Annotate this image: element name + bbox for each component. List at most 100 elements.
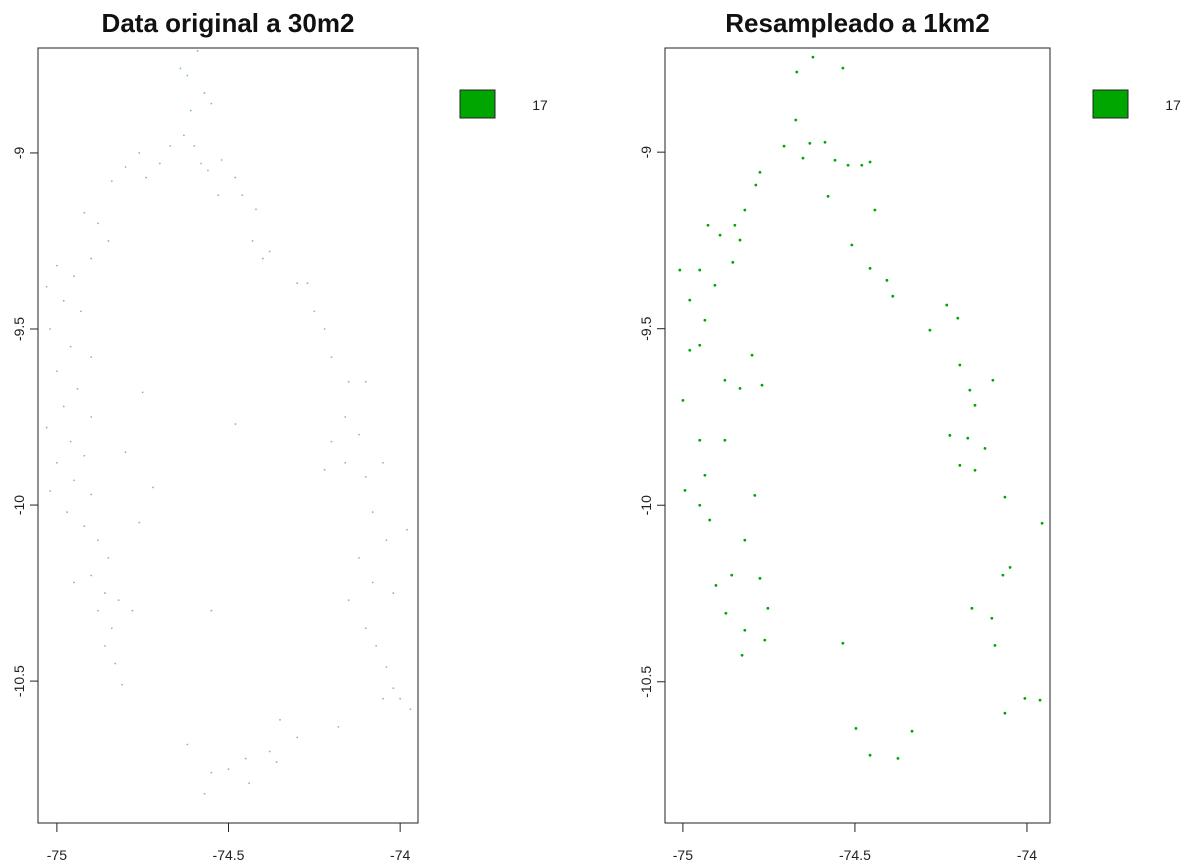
- x-tick-label: -75: [47, 847, 67, 863]
- point: [1003, 711, 1007, 715]
- point: [868, 266, 872, 270]
- point: [945, 303, 949, 307]
- point: [90, 416, 93, 418]
- point: [124, 166, 127, 168]
- point: [90, 574, 93, 577]
- point: [347, 599, 350, 602]
- point: [90, 356, 93, 359]
- point: [186, 743, 189, 746]
- point: [738, 386, 742, 390]
- point: [854, 726, 858, 730]
- point: [83, 454, 86, 457]
- point: [706, 223, 710, 227]
- point: [279, 718, 281, 721]
- point: [275, 761, 278, 763]
- point: [234, 423, 237, 425]
- point: [698, 268, 702, 272]
- point: [382, 697, 384, 700]
- point: [268, 750, 271, 753]
- point: [714, 583, 718, 587]
- point: [392, 687, 395, 690]
- point: [973, 468, 977, 472]
- point: [90, 257, 93, 260]
- point: [990, 616, 994, 620]
- point: [371, 581, 374, 584]
- point: [698, 343, 702, 347]
- point: [217, 194, 220, 197]
- point: [958, 463, 962, 467]
- point: [782, 144, 786, 148]
- point: [808, 141, 812, 145]
- point: [683, 489, 687, 492]
- point: [724, 611, 728, 615]
- point: [928, 328, 932, 332]
- point: [740, 653, 744, 657]
- point: [1008, 565, 1012, 569]
- point: [251, 240, 254, 242]
- point: [261, 257, 264, 260]
- point: [750, 353, 754, 357]
- point: [958, 363, 962, 367]
- point: [718, 233, 722, 237]
- point: [62, 299, 65, 302]
- point: [306, 282, 309, 285]
- point: [244, 757, 247, 760]
- point: [1040, 521, 1044, 525]
- point: [107, 240, 110, 242]
- point: [55, 370, 58, 373]
- point: [358, 433, 360, 436]
- y-tick-label: -10.5: [11, 665, 27, 697]
- point: [703, 318, 707, 322]
- point: [55, 264, 58, 267]
- point: [49, 490, 51, 492]
- point: [385, 666, 388, 668]
- point: [754, 183, 758, 187]
- point: [823, 140, 827, 144]
- point: [141, 391, 144, 394]
- point: [364, 627, 367, 630]
- point: [110, 180, 113, 182]
- point: [731, 260, 735, 264]
- point: [158, 162, 161, 165]
- point: [698, 503, 702, 507]
- point: [323, 328, 326, 330]
- point: [868, 160, 872, 164]
- point: [406, 528, 408, 531]
- point: [891, 294, 895, 298]
- point: [152, 486, 154, 489]
- point: [1003, 495, 1007, 499]
- point: [1023, 696, 1027, 700]
- point: [131, 609, 134, 612]
- point: [371, 511, 374, 513]
- x-tick-label: -74.5: [213, 847, 245, 863]
- point: [738, 238, 742, 242]
- point: [873, 208, 877, 212]
- point: [73, 479, 75, 482]
- point: [833, 158, 837, 162]
- point: [104, 592, 106, 594]
- point: [758, 576, 762, 580]
- point: [1038, 698, 1042, 702]
- point: [255, 208, 257, 211]
- point: [117, 599, 120, 602]
- point: [55, 461, 58, 464]
- point: [399, 697, 402, 700]
- point: [169, 144, 172, 147]
- point: [758, 170, 762, 174]
- point: [794, 118, 798, 122]
- point: [200, 162, 202, 165]
- y-tick-label: -10: [11, 495, 27, 515]
- point: [337, 725, 340, 728]
- point: [97, 609, 99, 612]
- point: [344, 461, 347, 464]
- point: [234, 176, 237, 179]
- point: [860, 163, 864, 167]
- point: [948, 433, 952, 437]
- point: [382, 461, 384, 464]
- point: [80, 310, 82, 313]
- point: [358, 556, 360, 559]
- point: [49, 328, 51, 330]
- point: [138, 152, 141, 154]
- point: [385, 539, 388, 542]
